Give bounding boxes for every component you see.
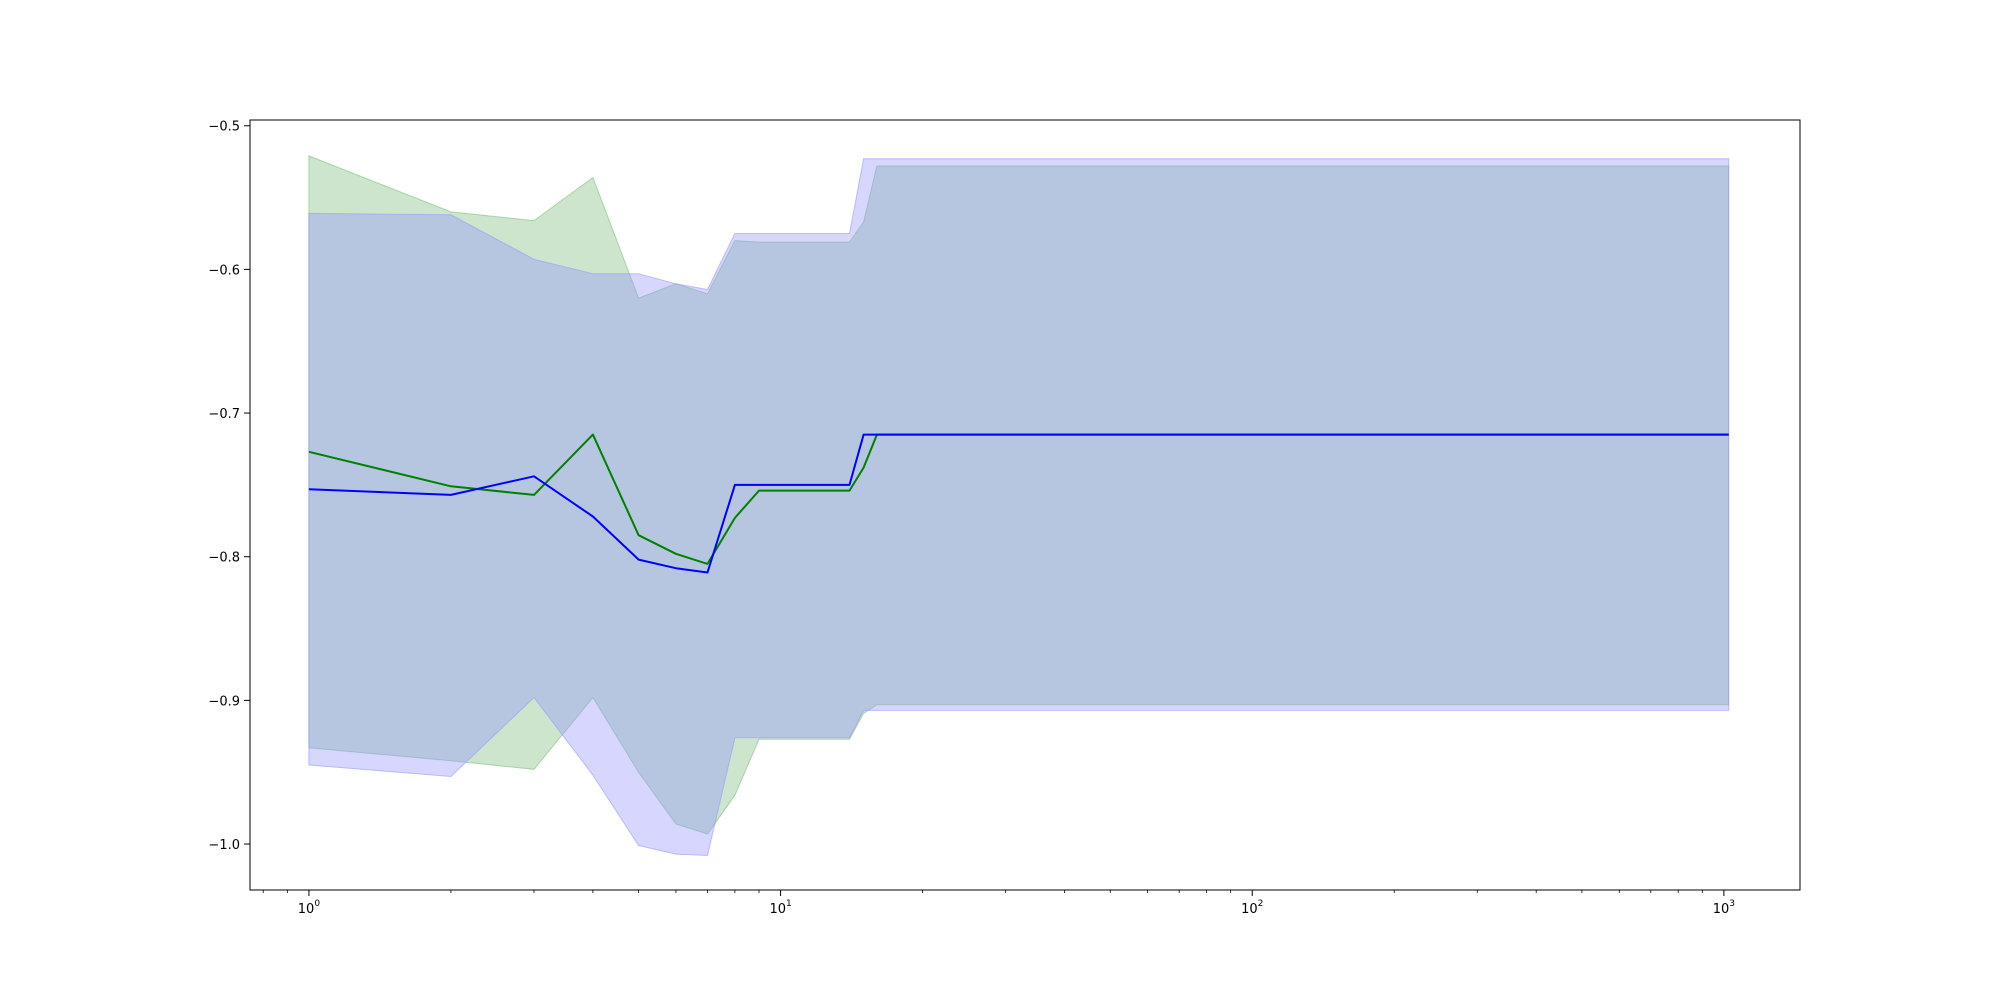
series-line-1 bbox=[308, 433, 1729, 574]
series-line-0 bbox=[308, 433, 1729, 565]
y-tick-label: −0.5 bbox=[208, 120, 240, 135]
y-tick-label: −0.6 bbox=[208, 263, 240, 278]
y-tick-label: −0.7 bbox=[208, 407, 240, 422]
y-tick-label: −0.9 bbox=[208, 694, 240, 709]
series-lines bbox=[308, 433, 1729, 574]
x-tick-label: 102 bbox=[1241, 899, 1263, 917]
y-tick-label: −0.8 bbox=[208, 551, 240, 566]
x-tick-label: 101 bbox=[769, 899, 791, 917]
confidence-bands bbox=[308, 155, 1730, 857]
x-tick-label: 103 bbox=[1713, 899, 1735, 917]
x-tick-label: 100 bbox=[298, 899, 321, 917]
y-axis: −0.5 −0.6 −0.7 −0.8 −0.9 −1.0 bbox=[208, 120, 250, 853]
y-tick-label: −1.0 bbox=[208, 838, 240, 853]
plot-frame bbox=[249, 119, 1801, 891]
x-axis: 100 101 102 103 bbox=[262, 890, 1735, 917]
confidence-band-1 bbox=[308, 158, 1730, 857]
